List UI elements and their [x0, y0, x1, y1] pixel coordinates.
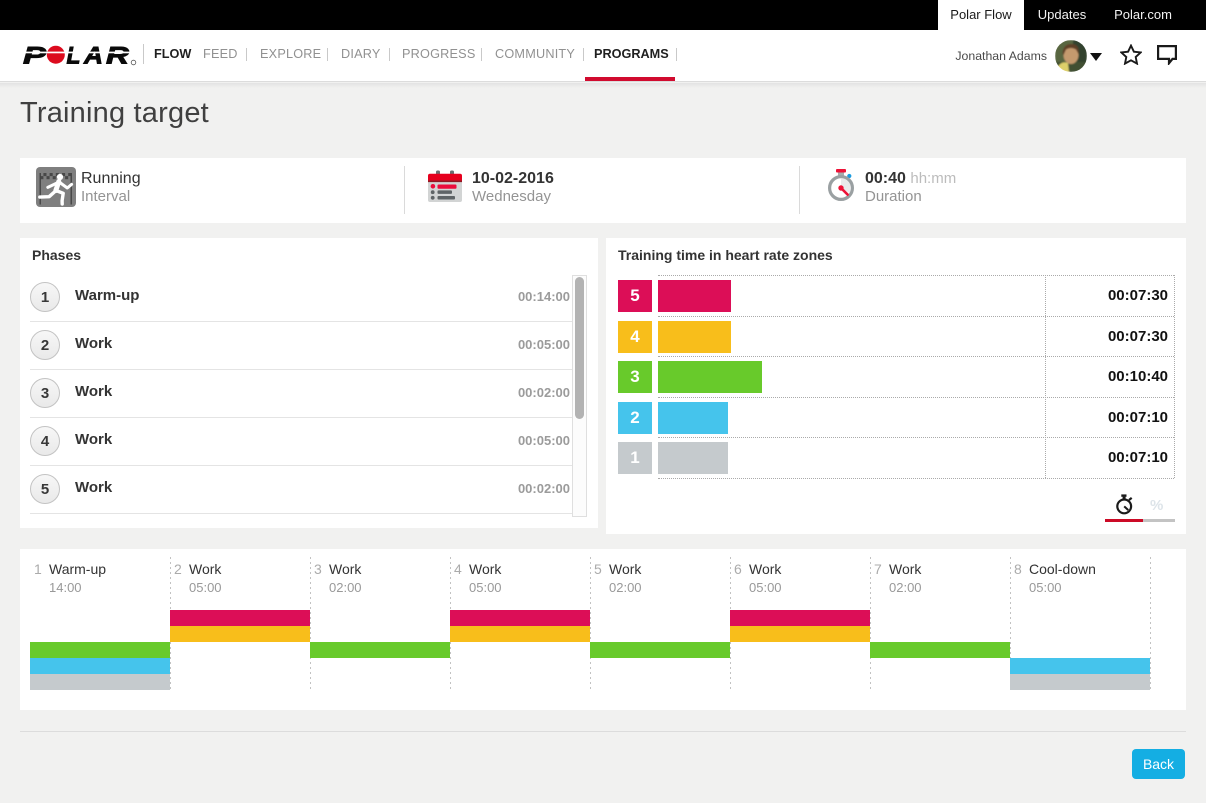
svg-text:R: R — [106, 44, 130, 66]
svg-text:L: L — [67, 44, 81, 66]
svg-text:A: A — [83, 44, 103, 66]
svg-text:P: P — [23, 44, 47, 66]
